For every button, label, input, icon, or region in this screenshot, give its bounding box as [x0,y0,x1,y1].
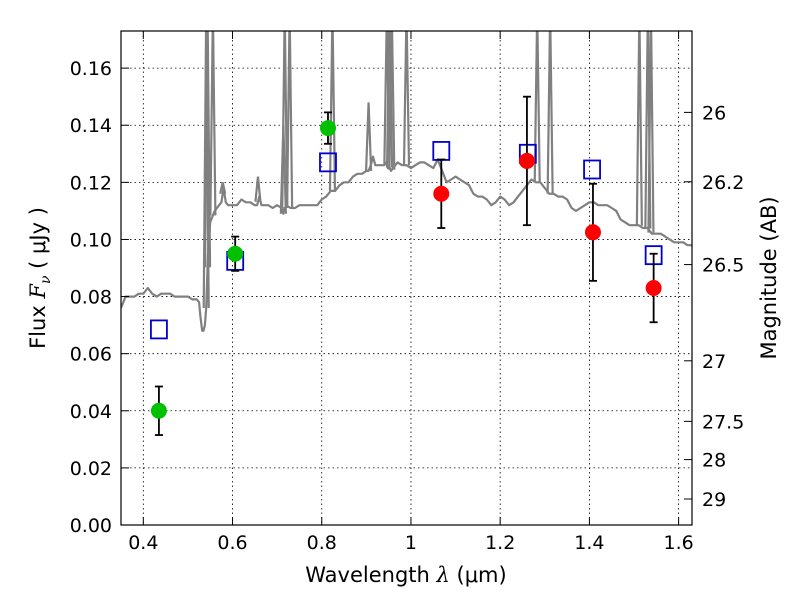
y-axis-ticks: 0.00 0.02 0.04 0.06 0.08 0.10 0.12 0.14 0.16 [70,58,129,537]
square-marker [583,159,601,180]
plot-frame [120,30,693,526]
x-tick-label: 0.4 [128,532,158,554]
spectrum-series [121,31,692,332]
emission-spike [254,176,262,202]
y-tick-label: 0.12 [70,172,112,194]
x-tick-label: 0.8 [307,532,337,554]
emission-spike [635,31,643,226]
x-tick-label: 1.2 [485,532,515,554]
plot-background [121,31,692,525]
right-axis-ticks: 26 26.2 26.5 27 27.5 28 29 [684,102,744,511]
y-tick-label: 0.08 [70,287,112,309]
circle-marker [584,224,601,241]
x-tick-label: 1.6 [664,532,694,554]
y-tick-label: 0.00 [70,515,112,537]
emission-spike [546,31,554,194]
right-tick-label: 27 [702,351,726,373]
circle-marker [433,185,450,202]
emission-spike [533,31,541,183]
y-tick-label: 0.14 [70,115,112,137]
emission-spike [209,31,217,216]
emission-spike [402,31,411,166]
x-tick-label: 0.6 [217,532,247,554]
circle-marker [518,152,535,169]
circle-marker [645,279,662,296]
y-tick-label: 0.16 [70,58,112,80]
right-tick-label: 26.2 [702,172,744,194]
y-tick-label: 0.04 [70,401,112,423]
circle-marker [227,245,244,262]
emission-spike [281,31,289,209]
right-axis-label: Magnitude (AB) [757,196,781,359]
emission-spike [647,31,655,233]
right-tick-label: 27.5 [702,411,744,433]
square-marker [150,319,168,340]
emission-spike [388,31,396,170]
right-tick-label: 26.5 [702,255,744,277]
square-marker [319,152,337,173]
x-axis-label: Wavelength λ (μm) [305,563,506,587]
y-tick-label: 0.02 [70,458,112,480]
emission-spike [219,182,227,194]
emission-spike [286,31,294,208]
data-markers [150,95,663,436]
y-tick-label: 0.06 [70,344,112,366]
x-tick-label: 1 [405,532,417,554]
x-axis-ticks: 0.4 0.6 0.8 1 1.2 1.4 1.6 [128,31,694,554]
circle-marker [319,120,336,137]
emission-spike [203,31,212,268]
x-tick-label: 1.4 [574,532,604,554]
right-tick-label: 26 [702,102,726,124]
right-tick-label: 28 [702,450,726,472]
y-tick-label: 0.10 [70,229,112,251]
emission-spike [364,102,373,171]
right-tick-label: 29 [702,489,726,511]
y-axis-label: Flux Fν ( μJy ) [26,207,54,349]
circle-marker [150,402,167,419]
